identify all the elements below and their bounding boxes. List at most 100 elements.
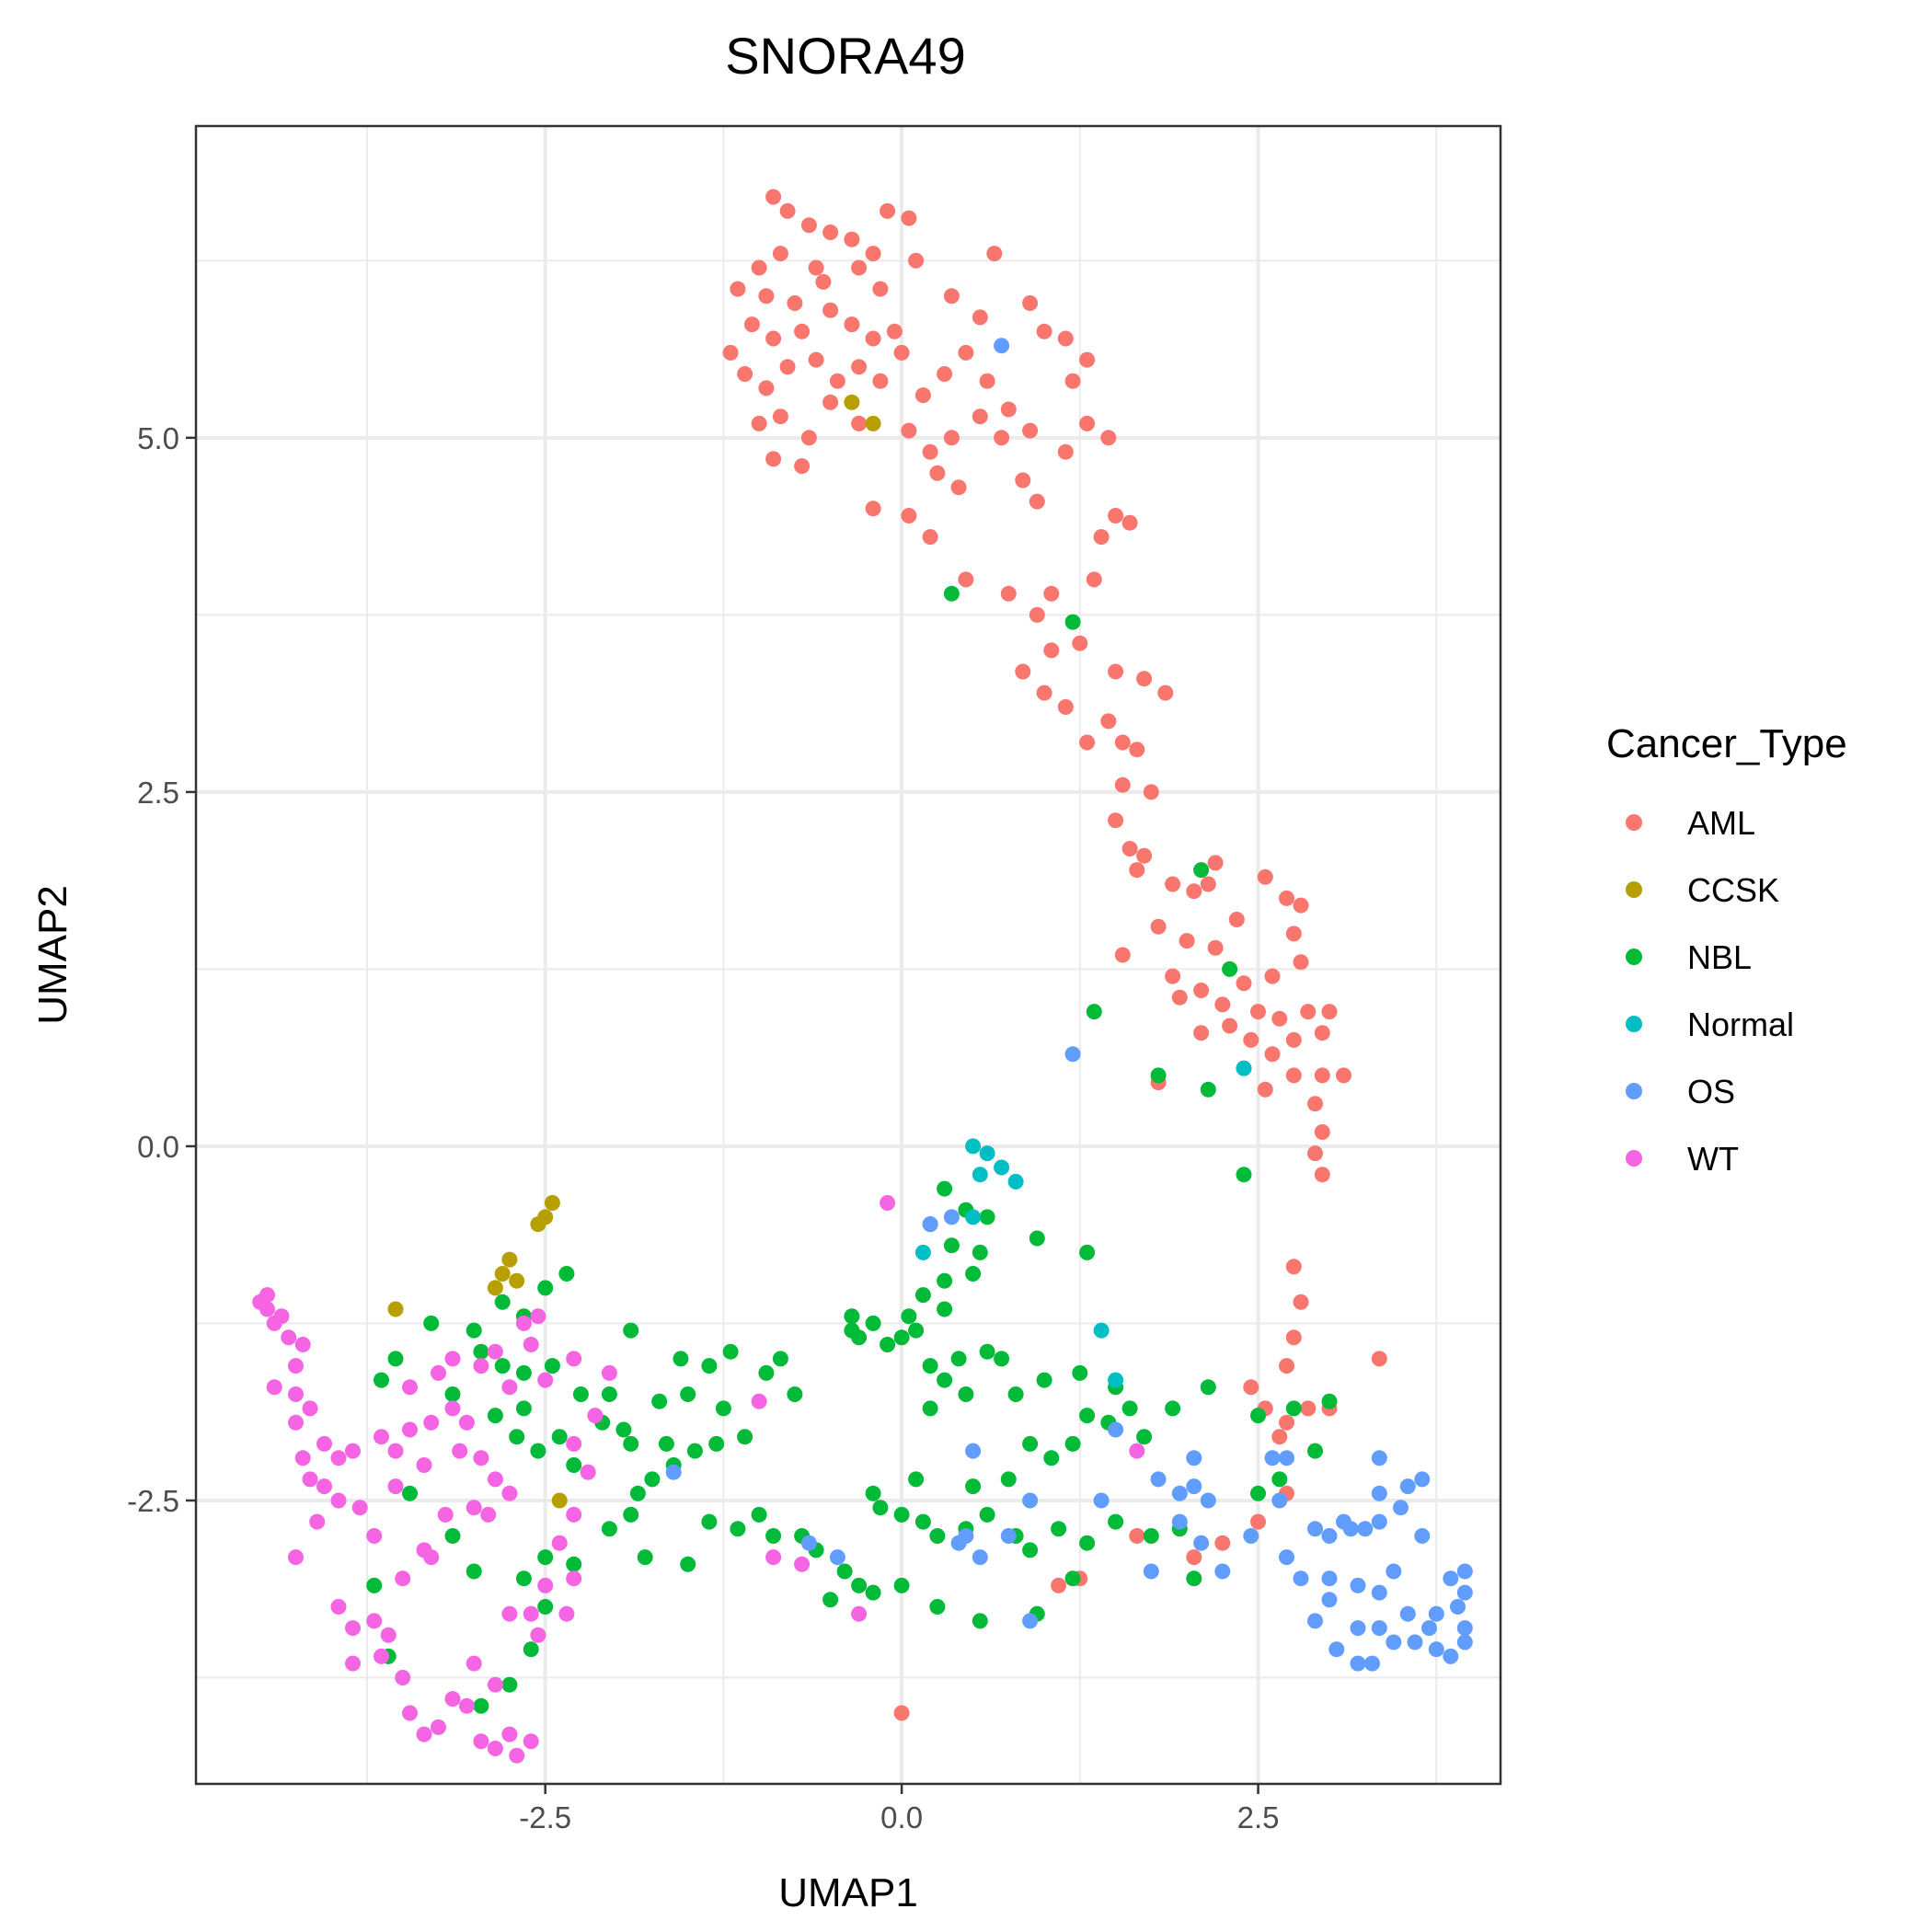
data-point-nbl [444,1528,461,1544]
data-point-aml [958,344,974,361]
data-point-ccsk [387,1301,404,1317]
data-point-wt [366,1613,383,1629]
data-point-aml [1307,1145,1323,1162]
data-point-aml [1336,1067,1351,1084]
data-point-nbl [1136,1429,1153,1445]
data-point-aml [822,394,839,410]
data-point-nbl [943,1237,960,1254]
data-point-os [1371,1584,1387,1601]
data-point-normal [972,1167,988,1183]
data-point-aml [1029,493,1045,510]
data-point-aml [1186,1549,1202,1566]
y-tick-label: 5.0 [137,421,179,455]
data-point-os [1456,1584,1473,1601]
data-point-wt [281,1329,297,1346]
data-point-nbl [908,1471,925,1488]
data-point-nbl [1029,1230,1045,1247]
data-point-aml [1314,1067,1330,1084]
data-point-os [1357,1521,1374,1537]
x-tick-label: 2.5 [1237,1800,1280,1834]
data-point-aml [844,231,860,247]
data-point-nbl [629,1485,646,1501]
legend-title: Cancer_Type [1606,721,1847,766]
data-point-aml [1371,1351,1387,1367]
data-point-nbl [908,1322,925,1339]
data-point-aml [1000,585,1017,602]
data-point-wt [587,1408,604,1424]
data-point-nbl [1150,1067,1167,1084]
data-point-wt [487,1676,503,1693]
data-point-os [1022,1492,1039,1509]
data-point-nbl [994,1351,1010,1367]
data-point-aml [765,330,782,347]
data-point-nbl [544,1358,560,1374]
data-point-wt [402,1421,418,1438]
data-point-aml [1165,876,1181,892]
data-point-nbl [615,1421,632,1438]
data-point-aml [943,430,960,446]
data-point-ccsk [530,1216,546,1233]
data-point-wt [416,1726,432,1742]
legend-label-os: OS [1687,1073,1735,1110]
data-point-os [1150,1471,1167,1488]
data-point-os [1307,1613,1323,1629]
data-point-nbl [893,1577,910,1593]
data-point-os [1350,1577,1366,1593]
data-point-normal [1093,1322,1110,1339]
data-point-aml [1250,1513,1266,1530]
data-point-nbl [374,1372,389,1388]
data-point-aml [1186,883,1202,900]
data-point-os [1214,1563,1231,1580]
data-point-aml [1207,939,1224,956]
data-point-os [1428,1641,1444,1658]
data-point-ccsk [509,1272,525,1289]
data-point-nbl [922,1400,938,1417]
data-point-nbl [865,1485,881,1501]
data-point-aml [1000,401,1017,418]
data-point-nbl [494,1294,511,1310]
data-point-nbl [473,1343,489,1360]
data-point-aml [1036,323,1052,339]
data-point-os [1328,1641,1345,1658]
data-point-wt [402,1705,418,1721]
data-point-nbl [444,1386,461,1402]
data-point-aml [1285,926,1302,942]
data-point-os [922,1216,938,1233]
data-point-nbl [914,1287,931,1304]
data-point-nbl [387,1351,404,1367]
data-point-wt [523,1605,539,1622]
data-point-wt [387,1443,404,1459]
data-point-os [1000,1528,1017,1544]
data-point-wt [487,1741,503,1756]
data-point-nbl [1007,1386,1024,1402]
data-point-aml [1179,933,1195,949]
data-point-wt [765,1549,782,1566]
data-point-nbl [1022,1542,1039,1558]
data-point-nbl [844,1322,860,1339]
data-point-wt [288,1414,304,1431]
data-point-aml [1051,1577,1067,1593]
data-point-os [1143,1563,1159,1580]
data-point-os [800,1535,817,1551]
data-point-aml [929,465,946,481]
data-point-aml [779,359,796,375]
data-point-os [1193,1535,1210,1551]
data-point-nbl [601,1521,617,1537]
data-point-nbl [758,1364,775,1381]
y-tick-label: 2.5 [137,776,179,810]
data-point-wt [537,1372,554,1388]
data-point-nbl [572,1386,589,1402]
data-point-nbl [893,1506,910,1523]
data-point-aml [922,529,938,546]
data-point-aml [1314,1025,1330,1041]
data-point-wt [473,1358,489,1374]
data-point-wt [431,1719,446,1735]
data-point-os [1428,1605,1444,1622]
data-point-wt [515,1315,532,1331]
data-point-nbl [880,1337,896,1352]
data-point-aml [1264,1046,1281,1063]
data-point-aml [1257,1081,1273,1098]
data-point-wt [794,1556,811,1572]
data-point-aml [1222,1018,1238,1034]
data-point-os [972,1549,988,1566]
